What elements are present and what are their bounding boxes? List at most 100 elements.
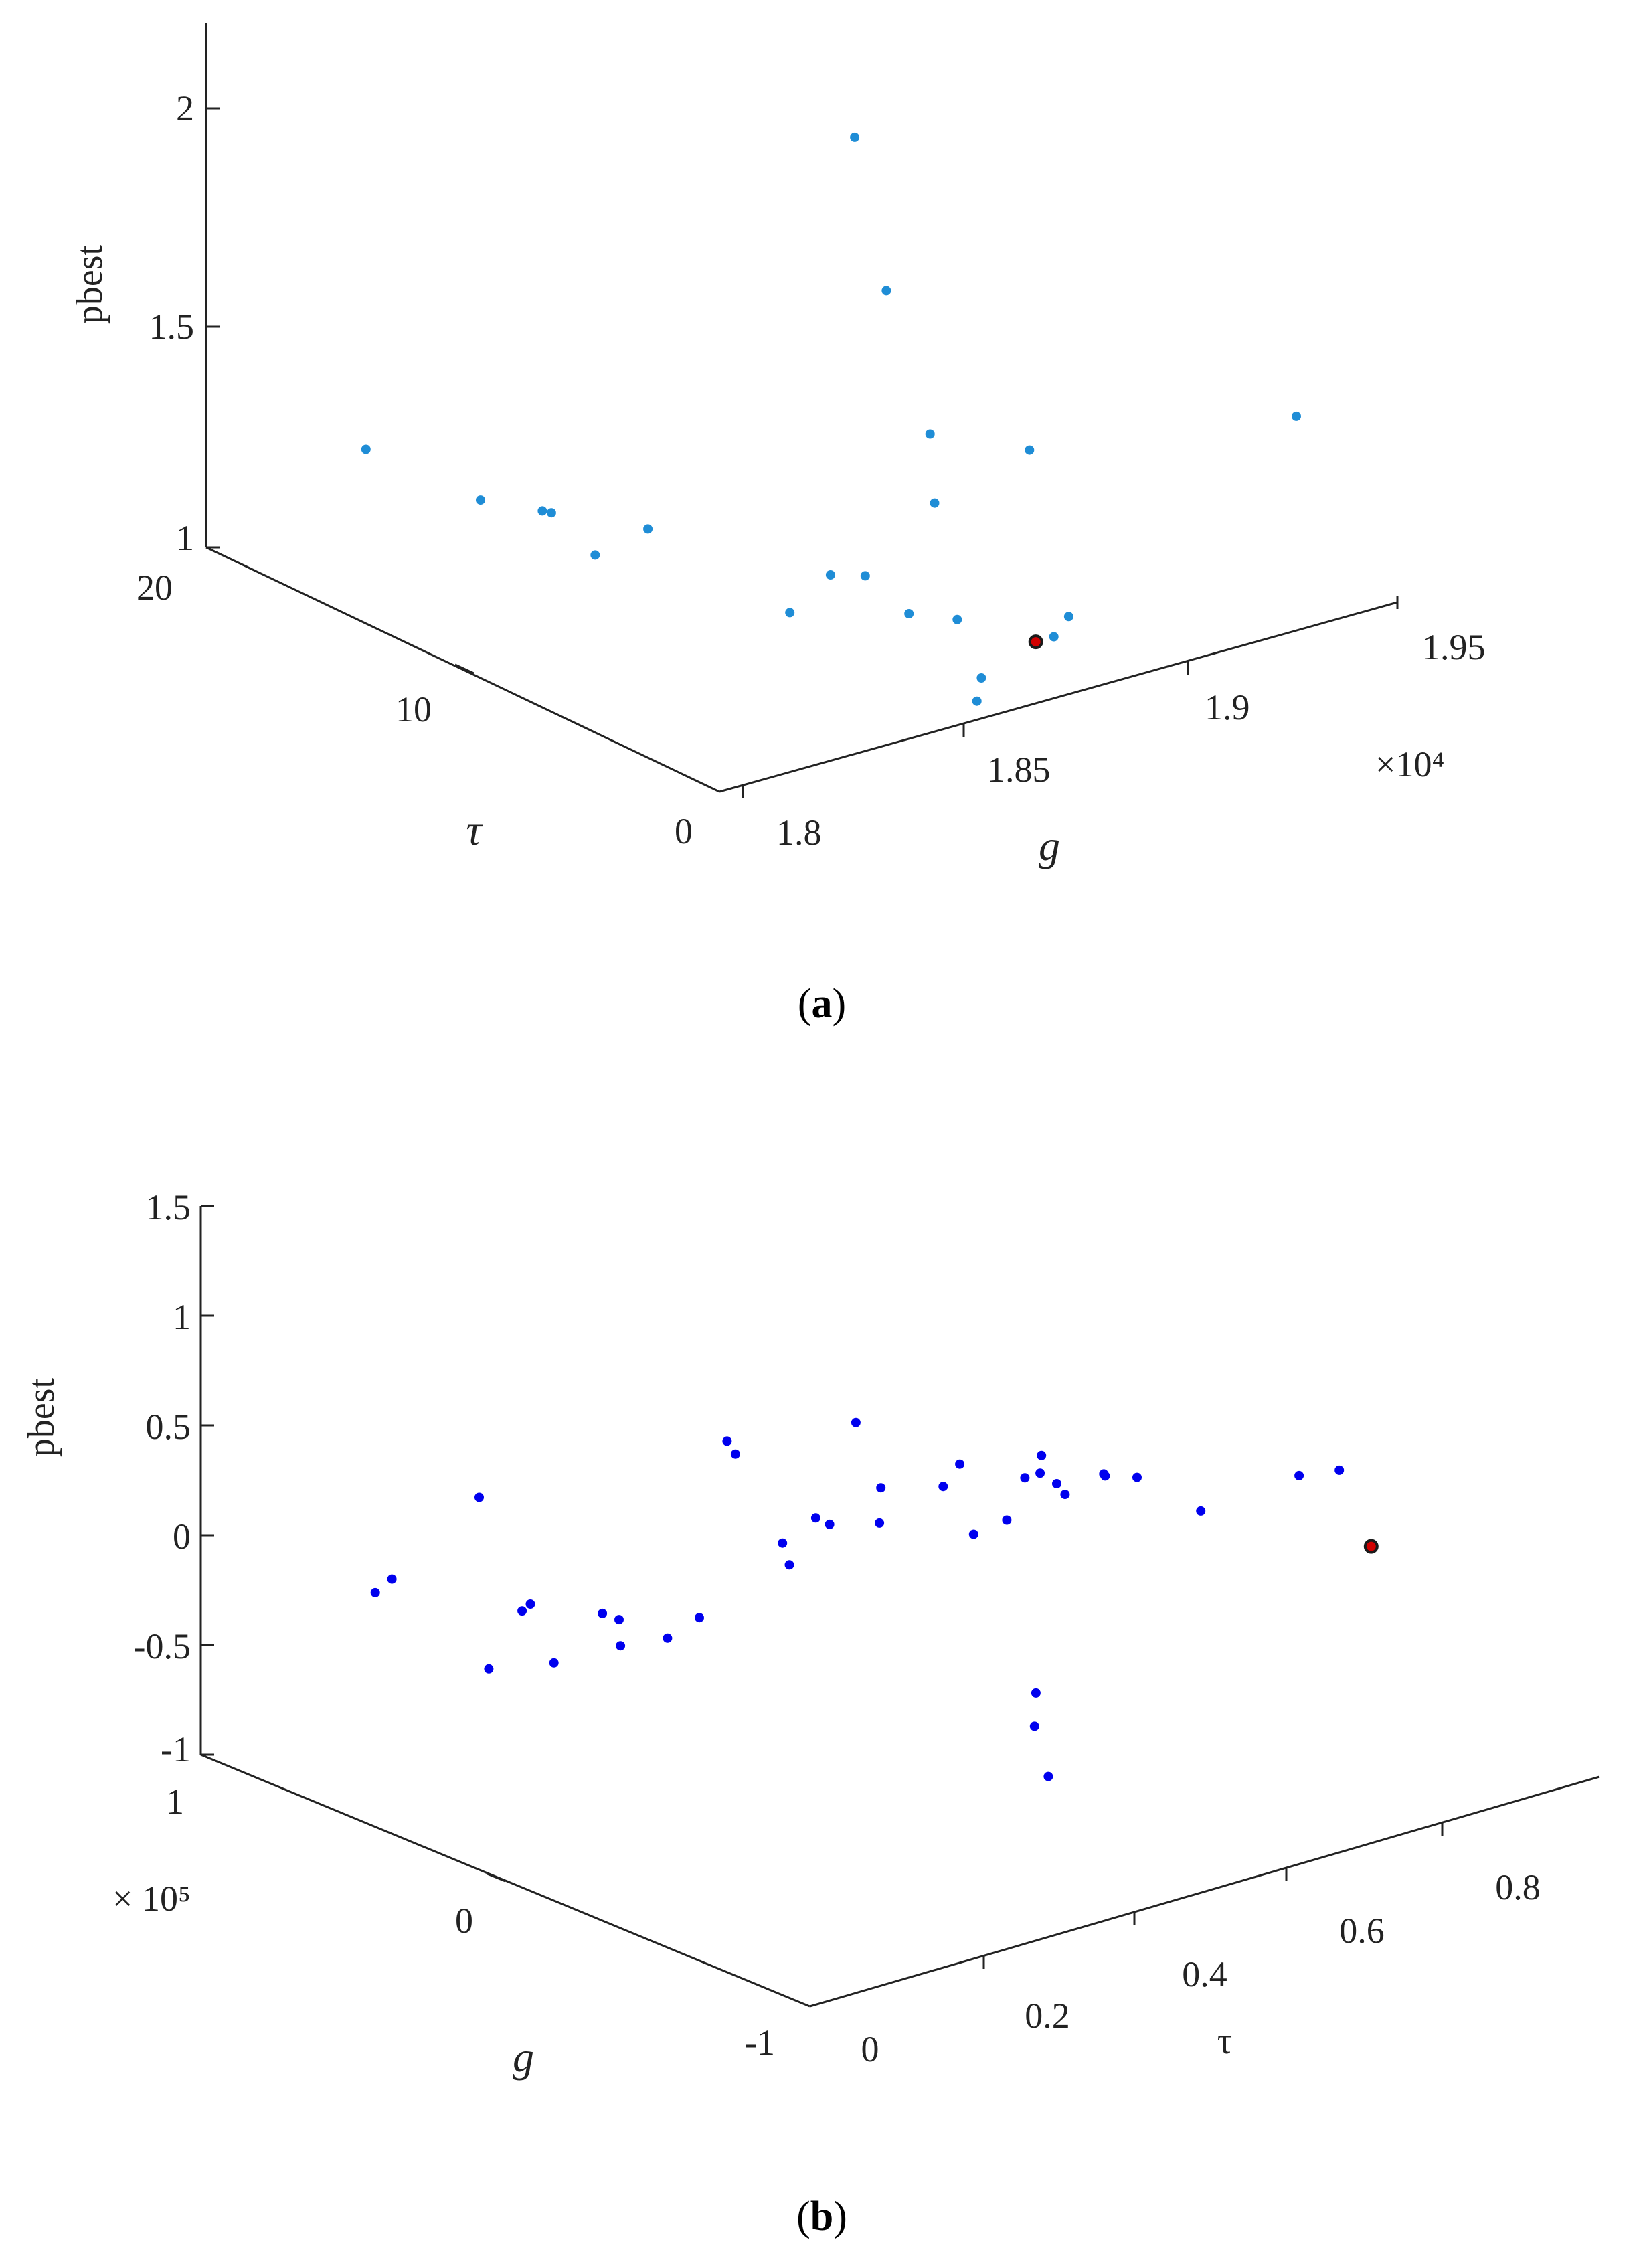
chart-a-g-axis [719,601,1398,793]
chart-a-point [850,132,860,142]
chart-b-point [784,1560,794,1570]
chart-b-g-tick-label: 0 [455,1901,473,1941]
chart-b-g-multiplier: × 10⁵ [112,1879,191,1919]
chart-a-z-tick-label: 1.5 [149,307,195,347]
chart-a-g-tick-label: 1.8 [776,812,822,853]
chart-a-point [825,570,835,580]
chart-a-z-label: pbest [69,244,110,324]
chart-b-point [876,1483,886,1493]
chart-b-tau-tick-label: 0.6 [1339,1911,1385,1951]
chart-a-best-point [1028,634,1043,650]
chart-a-point [1292,411,1301,421]
chart-a-tau-tick-label: 10 [396,689,432,729]
caption-a: (a) [798,981,846,1027]
chart-b-z-tick-label: 0 [173,1516,191,1557]
chart-b-g-label: g [513,2033,534,2081]
chart-a-point [476,495,485,505]
chart-b-point [616,1641,626,1651]
chart-b-point [387,1574,397,1584]
chart-b-point [525,1599,535,1609]
chart-b-point [851,1417,861,1427]
chart-b: 1.5 1 0.5 0 -0.5 -1 1 0 -1 × 10⁵ 0 0.2 0… [21,1187,1600,2239]
chart-b-point [1294,1470,1304,1480]
chart-a-point [1063,612,1073,622]
chart-b-point [484,1664,494,1674]
chart-b-point [1037,1450,1047,1460]
chart-b-g-tick-label: -1 [745,2022,775,2063]
chart-b-point [938,1482,948,1492]
chart-b-point [1100,1471,1110,1481]
chart-b-best-point [1363,1539,1379,1554]
chart-b-point [663,1633,673,1643]
chart-b-z-tick-label: 1.5 [146,1187,191,1227]
chart-b-point [598,1608,608,1618]
chart-a-z-tick-label: 1 [176,518,194,558]
chart-a-tau-tick-label: 0 [675,811,693,851]
chart-b-z-tick-label: -0.5 [134,1626,191,1666]
chart-b-tau-tick-label: 0.4 [1182,1954,1227,1994]
chart-a-point [972,696,982,706]
chart-b-tau-tick-label: 0.2 [1025,1996,1070,2036]
chart-b-z-tick-label: -1 [161,1729,191,1769]
chart-b-point [370,1587,380,1597]
chart-a-point [785,608,795,618]
chart-a-tau-label: τ [466,806,483,854]
chart-a-g-label: g [1039,822,1060,869]
chart-a-z-tick-label: 2 [176,88,194,128]
chart-b-point [778,1538,788,1548]
chart-b-point [1002,1515,1012,1525]
chart-b-tau-label: τ [1217,2020,1233,2062]
chart-b-point [517,1606,527,1616]
chart-b-z-tick-label: 1 [173,1297,191,1337]
chart-a-g-tick-label: 1.85 [987,750,1051,790]
chart-b-point [825,1519,835,1529]
chart-a-tau-tick-label: 20 [137,568,173,608]
chart-b-tau-axis [809,1775,1600,2008]
chart-a-point [643,524,653,534]
chart-a-tau-tick-mark [454,663,474,675]
caption-b-letter: b [810,2194,833,2239]
chart-b-z-label: pbest [21,1377,62,1457]
chart-b-point [1052,1479,1061,1488]
chart-b-point [1020,1473,1030,1483]
chart-b-point [1029,1721,1039,1731]
chart-b-point [1132,1472,1142,1482]
chart-a-point [860,571,870,581]
chart-b-point [1043,1771,1053,1781]
chart-b-g-tick-label: 1 [166,1781,184,1822]
chart-a-point [904,609,914,618]
chart-b-point [955,1459,965,1469]
chart-a-g-tick-label: 1.95 [1422,627,1486,667]
chart-b-point [1196,1506,1206,1516]
chart-a-point [361,444,371,454]
chart-b-point [1060,1490,1070,1500]
chart-a-point [881,286,891,296]
chart-b-z-tick-label: 0.5 [146,1407,191,1447]
chart-a-point [925,429,935,439]
chart-b-points [370,1417,1379,1781]
chart-a-point [537,506,547,516]
chart-b-point [614,1615,624,1625]
chart-b-point [722,1436,732,1446]
chart-b-point [730,1449,740,1459]
chart-b-point [1031,1688,1041,1698]
chart-b-g-tick-mark [487,1872,506,1883]
chart-b-tau-tick-label: 0.8 [1495,1867,1541,1907]
chart-a-tau-axis [205,546,720,793]
chart-a-g-tick-label: 1.9 [1205,687,1250,727]
chart-a-g-multiplier: ×10⁴ [1375,744,1444,784]
chart-a-point [1025,445,1035,455]
chart-b-tau-tick-label: 0 [861,2029,879,2069]
chart-b-point [968,1529,978,1539]
caption-b: (b) [796,2194,847,2239]
caption-a-letter: a [812,981,833,1027]
chart-a-point [1049,632,1059,642]
chart-b-point [695,1613,704,1623]
chart-a-point [952,614,962,624]
chart-b-point [1334,1465,1345,1475]
chart-a-points [361,132,1301,706]
chart-a-point [976,673,986,683]
chart-b-point [810,1513,820,1523]
chart-a: 2 1.5 1 20 10 0 1.8 1.85 1.9 1.95 ×10⁴ p… [69,23,1486,1027]
